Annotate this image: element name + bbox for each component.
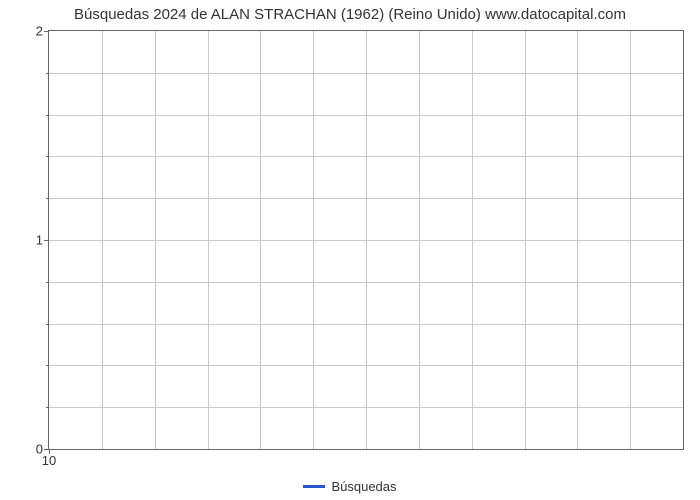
- gridline-horizontal: [49, 156, 683, 157]
- legend-label: Búsquedas: [331, 479, 396, 494]
- chart-container: Búsquedas 2024 de ALAN STRACHAN (1962) (…: [0, 0, 700, 500]
- gridline-horizontal: [49, 407, 683, 408]
- legend: Búsquedas: [0, 478, 700, 494]
- gridline-horizontal: [49, 240, 683, 241]
- y-tick-minor: [46, 365, 49, 366]
- legend-swatch: [303, 485, 325, 488]
- gridline-horizontal: [49, 198, 683, 199]
- y-tick-mark: [44, 240, 49, 241]
- y-tick-minor: [46, 156, 49, 157]
- gridline-horizontal: [49, 73, 683, 74]
- chart-title: Búsquedas 2024 de ALAN STRACHAN (1962) (…: [0, 6, 700, 23]
- x-tick-label: 10: [42, 453, 56, 468]
- y-tick-minor: [46, 115, 49, 116]
- y-tick-minor: [46, 73, 49, 74]
- gridline-horizontal: [49, 365, 683, 366]
- y-tick-minor: [46, 282, 49, 283]
- y-tick-minor: [46, 407, 49, 408]
- y-tick-label: 2: [36, 24, 43, 39]
- y-tick-minor: [46, 198, 49, 199]
- y-tick-mark: [44, 31, 49, 32]
- gridline-horizontal: [49, 115, 683, 116]
- gridline-horizontal: [49, 324, 683, 325]
- plot-area: 01210: [48, 30, 684, 450]
- gridline-horizontal: [49, 282, 683, 283]
- y-tick-minor: [46, 324, 49, 325]
- y-tick-label: 1: [36, 233, 43, 248]
- x-tick-mark: [49, 449, 50, 454]
